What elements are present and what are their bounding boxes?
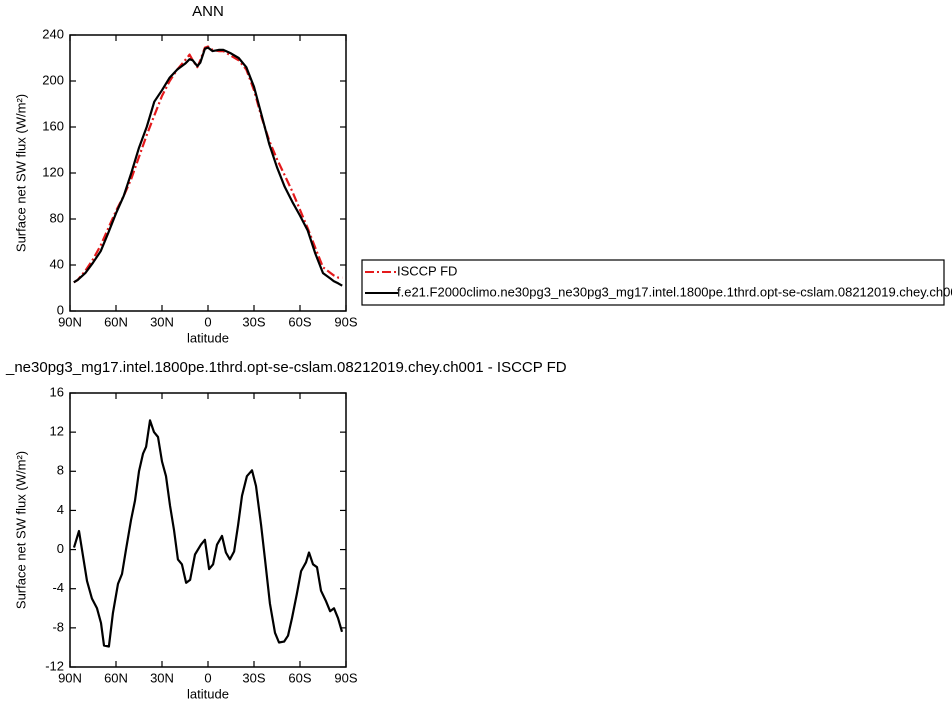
y-tick-label: 80 — [50, 210, 64, 225]
x-tick-label: 0 — [204, 314, 211, 329]
y-tick-label: 200 — [42, 72, 64, 87]
y-tick-label: 16 — [50, 384, 64, 399]
data-line — [73, 45, 343, 284]
chart-title: ANN — [192, 3, 224, 20]
x-tick-label: 30N — [150, 670, 174, 685]
x-axis-label: latitude — [187, 330, 229, 345]
x-tick-label: 90S — [334, 314, 357, 329]
y-tick-label: 4 — [57, 502, 64, 517]
y-tick-label: 8 — [57, 463, 64, 478]
chart-title: _ne30pg3_mg17.intel.1800pe.1thrd.opt-se-… — [5, 359, 567, 376]
x-tick-label: 60N — [104, 670, 128, 685]
y-tick-label: 40 — [50, 256, 64, 271]
y-tick-label: -8 — [52, 619, 64, 634]
legend-label: f.e21.F2000climo.ne30pg3_ne30pg3_mg17.in… — [397, 284, 952, 299]
plot-frame — [69, 34, 347, 312]
y-tick-label: -4 — [52, 580, 64, 595]
legend-box — [361, 259, 945, 306]
x-tick-label: 30S — [242, 670, 265, 685]
y-tick-label: 120 — [42, 164, 64, 179]
legend-label: ISCCP FD — [397, 263, 457, 278]
x-tick-label: 60S — [288, 670, 311, 685]
x-tick-label: 30N — [150, 314, 174, 329]
x-tick-label: 60S — [288, 314, 311, 329]
x-tick-label: 90N — [58, 314, 82, 329]
y-axis-label: Surface net SW flux (W/m²) — [13, 94, 28, 252]
data-line — [72, 419, 344, 648]
y-tick-label: 240 — [42, 26, 64, 41]
data-line — [73, 46, 343, 287]
y-tick-label: 0 — [57, 541, 64, 556]
x-axis-label: latitude — [187, 686, 229, 701]
y-tick-label: 12 — [50, 424, 64, 439]
x-tick-label: 0 — [204, 670, 211, 685]
x-tick-label: 90N — [58, 670, 82, 685]
y-tick-label: -12 — [45, 658, 64, 673]
x-tick-label: 90S — [334, 670, 357, 685]
y-axis-label: Surface net SW flux (W/m²) — [13, 451, 28, 609]
x-tick-label: 60N — [104, 314, 128, 329]
x-tick-label: 30S — [242, 314, 265, 329]
y-tick-label: 0 — [57, 302, 64, 317]
y-tick-label: 160 — [42, 118, 64, 133]
